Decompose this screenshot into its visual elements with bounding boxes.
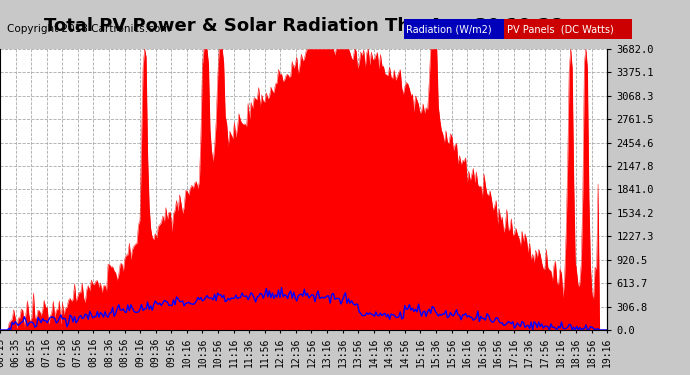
Text: Copyright 2018 Cartronics.com: Copyright 2018 Cartronics.com xyxy=(7,24,170,34)
Text: PV Panels  (DC Watts): PV Panels (DC Watts) xyxy=(507,24,614,34)
Text: Total PV Power & Solar Radiation Thu Aug 30 19:28: Total PV Power & Solar Radiation Thu Aug… xyxy=(44,17,563,35)
Text: Radiation (W/m2): Radiation (W/m2) xyxy=(406,24,492,34)
